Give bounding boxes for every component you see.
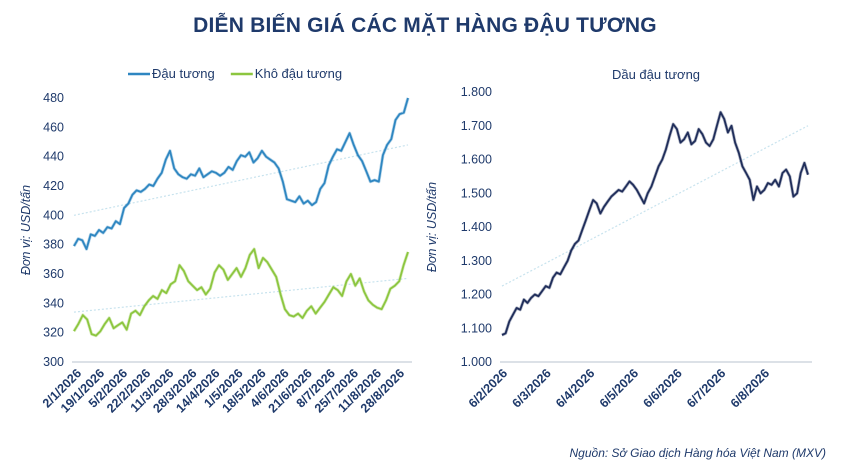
y-tick-label: 380 — [43, 238, 64, 252]
y-axis-label: Đơn vị: USD/tấn — [19, 185, 33, 275]
x-tick-label: 6/3/2026 — [510, 366, 554, 410]
x-tick-label: 6/5/2026 — [597, 366, 641, 410]
y-tick-label: 360 — [43, 267, 64, 281]
trend-line — [501, 125, 809, 287]
y-tick-label: 480 — [43, 91, 64, 105]
y-tick-label: 1.100 — [461, 321, 492, 335]
page-title: DIỄN BIẾN GIÁ CÁC MẶT HÀNG ĐẬU TƯƠNG — [193, 14, 657, 37]
y-tick-label: 1.500 — [461, 186, 492, 200]
y-tick-label: 440 — [43, 150, 64, 164]
y-tick-label: 1.800 — [461, 85, 492, 99]
x-tick-label: 6/6/2026 — [641, 366, 685, 410]
legend-label: Đậu tương — [152, 66, 215, 81]
y-tick-label: 300 — [43, 355, 64, 369]
y-tick-label: 1.000 — [461, 355, 492, 369]
y-tick-label: 460 — [43, 120, 64, 134]
x-tick-label: 6/4/2026 — [553, 366, 597, 410]
y-axis-label: Đơn vị: USD/tấn — [425, 182, 439, 272]
trend-line — [73, 144, 409, 216]
series-line — [501, 111, 809, 336]
x-tick-label: 6/8/2026 — [728, 366, 772, 410]
y-tick-label: 1.300 — [461, 254, 492, 268]
y-tick-label: 1.700 — [461, 119, 492, 133]
y-tick-label: 1.400 — [461, 220, 492, 234]
y-tick-label: 1.200 — [461, 288, 492, 302]
y-tick-label: 340 — [43, 296, 64, 310]
series-line-shadow — [501, 110, 810, 337]
series-line-shadow — [72, 247, 410, 338]
right-chart: 1.000 1.100 1.200 1.300 1.400 1.500 1.600 1.700… — [425, 67, 812, 411]
y-tick-label: 1.600 — [461, 153, 492, 167]
y-tick-label: 420 — [43, 179, 64, 193]
left-chart: 3003203403603804004204404604802/1/202619… — [19, 66, 412, 415]
y-tick-label: 320 — [43, 326, 64, 340]
series-line — [73, 248, 409, 337]
x-tick-label: 6/2/2026 — [466, 366, 510, 410]
legend-label: Khô đậu tương — [255, 66, 342, 81]
x-tick-label: 6/7/2026 — [684, 366, 728, 410]
series-line-shadow — [72, 97, 410, 251]
y-tick-label: 400 — [43, 208, 64, 222]
chart-title: Dầu đậu tương — [612, 67, 700, 82]
source-note: Nguồn: Sở Giao dịch Hàng hóa Việt Nam (M… — [569, 446, 827, 460]
series-line — [73, 97, 409, 251]
